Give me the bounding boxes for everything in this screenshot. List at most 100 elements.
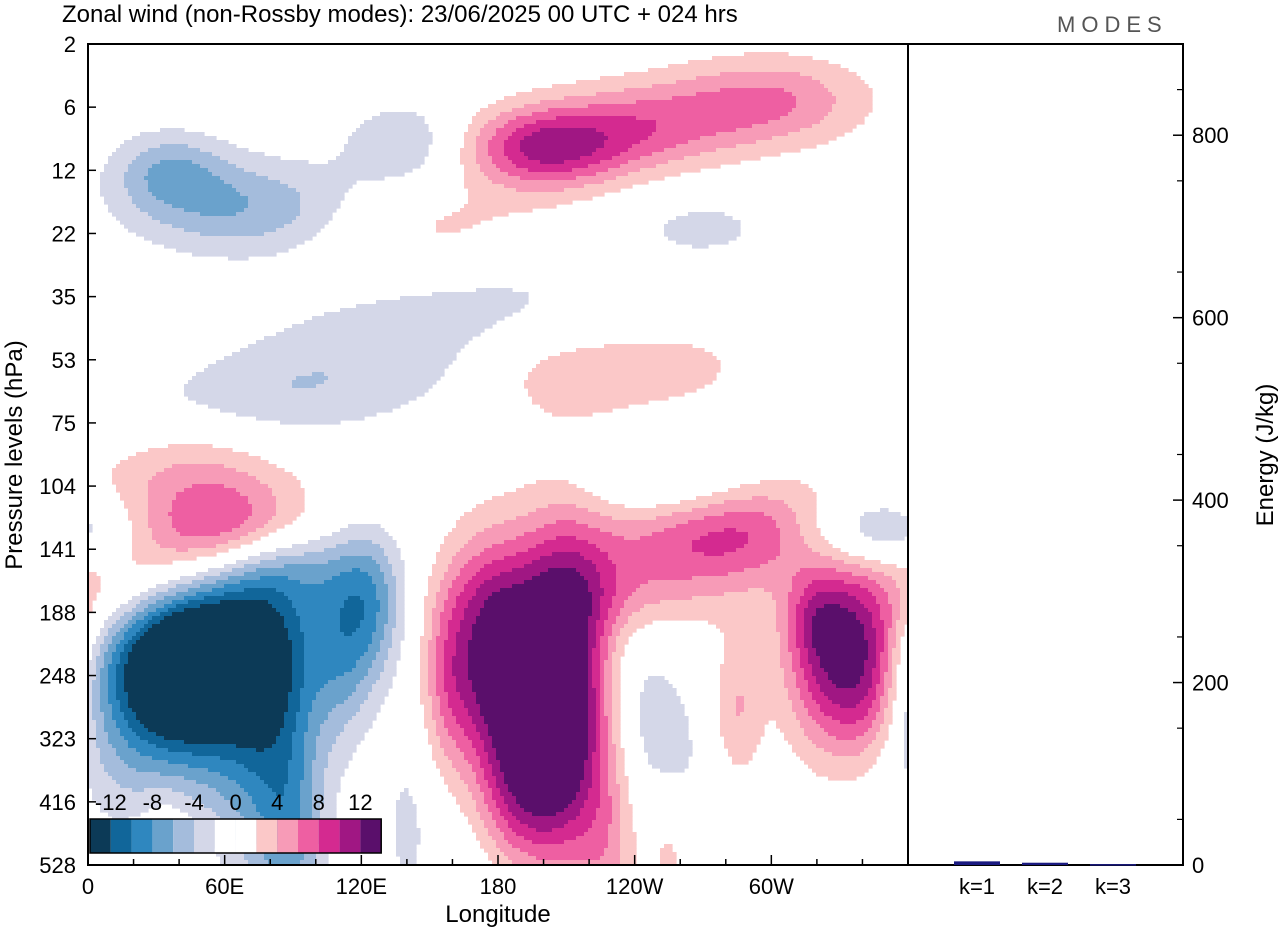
contour-cell <box>304 752 317 757</box>
contour-cell <box>436 692 449 697</box>
contour-cell <box>128 656 293 661</box>
contour-cell <box>124 176 145 181</box>
contour-cell <box>388 612 397 617</box>
contour-cell <box>528 824 565 829</box>
contour-cell <box>508 136 525 141</box>
contour-cell <box>168 588 189 593</box>
contour-cell <box>400 856 417 861</box>
contour-cell <box>720 708 737 713</box>
longitude-tick-label: 180 <box>480 874 517 899</box>
contour-cell <box>592 608 601 613</box>
contour-cell <box>128 628 141 633</box>
contour-cell <box>124 140 229 145</box>
contour-cell <box>200 212 237 217</box>
colorbar-swatch <box>152 819 174 853</box>
contour-cell <box>896 636 901 641</box>
contour-cell <box>428 660 437 665</box>
contour-cell <box>184 488 237 493</box>
contour-cell <box>372 632 385 637</box>
contour-cell <box>136 620 149 625</box>
contour-cell <box>104 636 113 641</box>
contour-cell <box>124 648 133 653</box>
contour-cell <box>468 580 485 585</box>
contour-cell <box>500 760 585 765</box>
contour-cell <box>340 612 365 617</box>
contour-cell <box>220 756 293 761</box>
contour-cell <box>164 244 297 249</box>
contour-cell <box>220 600 269 605</box>
contour-cell <box>436 552 457 557</box>
contour-cell <box>588 716 597 721</box>
contour-cell <box>892 676 897 681</box>
contour-cell <box>600 712 605 717</box>
contour-cell <box>428 592 437 597</box>
contour-cell <box>88 680 93 685</box>
contour-cell <box>472 628 589 633</box>
contour-cell <box>228 776 261 781</box>
contour-cell <box>344 700 365 705</box>
contour-cell <box>784 672 797 677</box>
contour-cell <box>256 416 365 421</box>
contour-cell <box>440 616 453 621</box>
contour-cell <box>480 568 513 573</box>
contour-cell <box>604 676 613 681</box>
contour-cell <box>900 604 908 609</box>
contour-cell <box>788 596 801 601</box>
contour-cell <box>612 804 621 809</box>
contour-cell <box>620 812 633 817</box>
contour-cell <box>456 520 505 525</box>
contour-cell <box>432 716 445 721</box>
contour-cell <box>504 144 521 149</box>
contour-cell <box>512 108 549 113</box>
contour-cell <box>516 516 613 521</box>
contour-cell <box>884 624 893 629</box>
contour-cell <box>444 676 457 681</box>
contour-cell <box>864 696 877 701</box>
contour-cell <box>88 740 97 745</box>
contour-cell <box>148 596 165 601</box>
contour-cell <box>292 740 305 745</box>
contour-cell <box>480 552 517 557</box>
contour-cell <box>444 540 469 545</box>
contour-cell <box>588 828 609 833</box>
contour-cell <box>316 696 349 701</box>
contour-cell <box>708 532 749 537</box>
contour-cell <box>440 580 453 585</box>
contour-cell <box>304 676 337 681</box>
contour-cell <box>588 632 597 637</box>
contour-cell <box>256 172 405 177</box>
contour-cell <box>148 480 261 485</box>
contour-cell <box>164 736 277 741</box>
contour-cell <box>424 612 433 617</box>
contour-cell <box>864 532 908 537</box>
contour-cell <box>112 660 121 665</box>
contour-cell <box>128 704 289 709</box>
contour-cell <box>436 676 445 681</box>
contour-cell <box>144 632 289 637</box>
contour-cell <box>480 612 593 617</box>
contour-cell <box>608 772 617 777</box>
contour-cell <box>816 648 869 653</box>
contour-cell <box>484 848 501 853</box>
contour-cell <box>236 412 377 417</box>
contour-cell <box>156 540 229 545</box>
contour-cell <box>772 516 797 521</box>
contour-cell <box>796 644 805 649</box>
contour-cell <box>608 656 613 661</box>
contour-cell <box>348 720 373 725</box>
contour-cell <box>496 804 509 809</box>
contour-cell <box>364 676 381 681</box>
contour-cell <box>88 700 93 705</box>
contour-cell <box>468 188 517 193</box>
contour-cell <box>608 768 617 773</box>
contour-cell <box>868 712 877 717</box>
contour-cell <box>724 648 781 653</box>
contour-cell <box>136 732 157 737</box>
contour-cell <box>724 736 761 741</box>
contour-cell <box>128 700 289 705</box>
contour-cell <box>704 516 773 521</box>
pressure-tick-label: 12 <box>52 158 76 183</box>
contour-cell <box>744 568 801 573</box>
contour-cell <box>876 632 885 637</box>
contour-cell <box>476 144 489 149</box>
